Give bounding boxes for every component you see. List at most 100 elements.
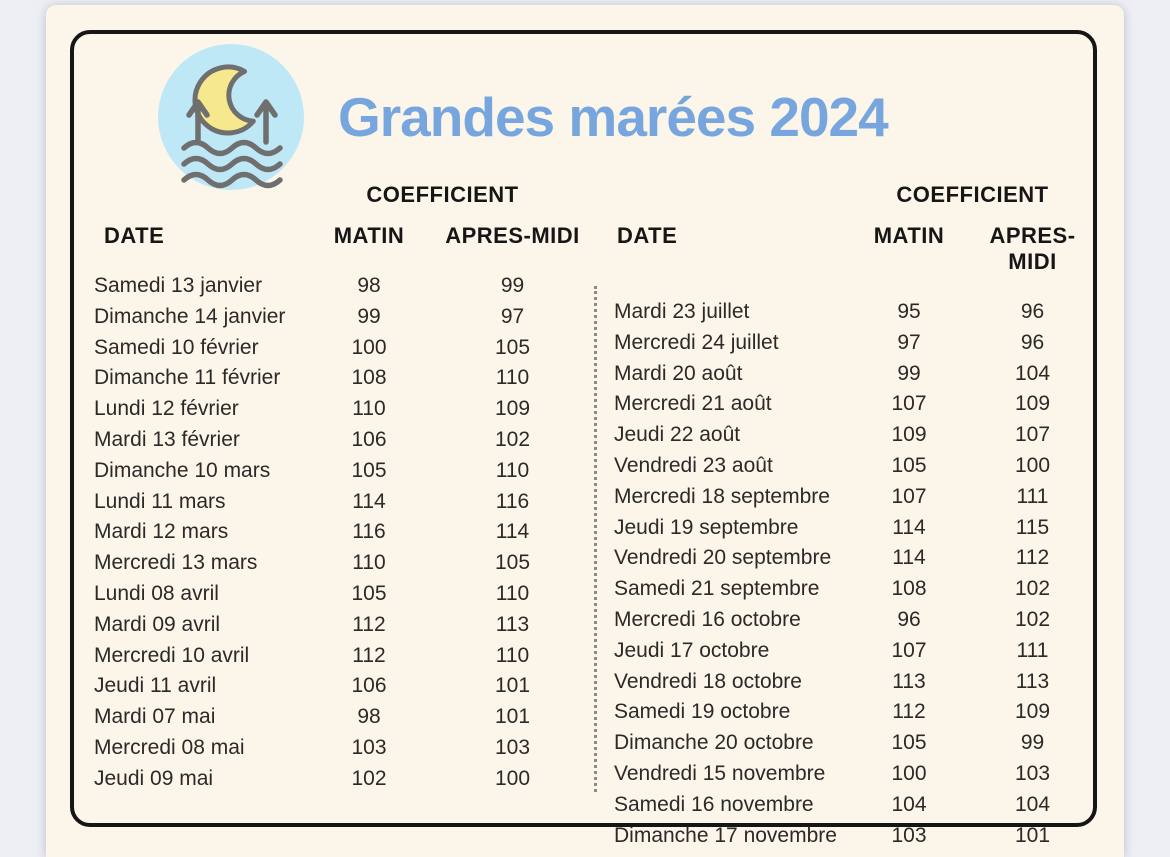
matin-coefficient-cell: 98 — [357, 705, 381, 729]
table-row: Lundi 08 avril 105 110 — [94, 579, 586, 610]
date-cell: Jeudi 17 octobre — [614, 638, 770, 662]
tide-rows-left: Samedi 13 janvier 98 99 Dimanche 14 janvier… — [94, 271, 586, 795]
table-row: Mercredi 24 juillet 97 96 — [614, 328, 1096, 359]
apres-midi-coefficient-cell: 109 — [1014, 392, 1051, 416]
date-cell: Mardi 20 août — [614, 361, 743, 385]
table-row: Mercredi 10 avril 112 110 — [94, 641, 586, 672]
apres-midi-coefficient-cell: 110 — [495, 643, 530, 667]
table-row: Samedi 10 février 100 105 — [94, 333, 586, 364]
matin-coefficient-cell: 104 — [891, 792, 927, 816]
apres-midi-coefficient-cell: 99 — [1020, 731, 1045, 755]
date-cell: Mercredi 24 juillet — [614, 330, 779, 354]
apres-midi-coefficient-cell: 103 — [1014, 761, 1051, 785]
date-cell: Jeudi 11 avril — [94, 674, 217, 698]
date-cell: Samedi 21 septembre — [614, 577, 820, 601]
apres-midi-coefficient-cell: 102 — [1014, 607, 1051, 631]
apres-midi-coefficient-cell: 110 — [495, 458, 530, 482]
column-headers-right: DATE MATIN APRES-MIDI — [614, 223, 1096, 275]
date-cell: Mardi 07 mai — [94, 705, 216, 729]
apres-midi-coefficient-cell: 111 — [1016, 484, 1049, 508]
matin-coefficient-cell: 114 — [892, 546, 926, 570]
apres-midi-coefficient-cell: 96 — [1020, 300, 1045, 323]
tide-table-right: COEFFICIENT DATE MATIN APRES-MIDI Mardi … — [614, 182, 1096, 851]
table-row: Lundi 11 mars 114 116 — [94, 487, 586, 518]
date-cell: Mercredi 08 mai — [94, 735, 245, 759]
date-cell: Mardi 12 mars — [94, 520, 229, 544]
apres-midi-coefficient-cell: 96 — [1020, 330, 1045, 354]
table-row: Jeudi 09 mai 102 100 — [94, 764, 586, 795]
matin-coefficient-cell: 99 — [357, 304, 381, 328]
date-cell: Jeudi 09 mai — [94, 766, 214, 790]
matin-coefficient-cell: 112 — [352, 643, 386, 667]
apres-midi-coefficient-cell: 105 — [494, 551, 531, 575]
matin-coefficient-cell: 97 — [897, 330, 921, 354]
tide-table-left: COEFFICIENT DATE MATIN APRES-MIDI Samedi… — [94, 182, 586, 795]
date-cell: Vendredi 15 novembre — [614, 761, 826, 785]
date-cell: Dimanche 20 octobre — [614, 731, 814, 755]
apres-midi-coefficient-cell: 109 — [1014, 700, 1051, 724]
tide-moon-icon — [156, 42, 306, 192]
header: Grandes marées 2024 — [156, 42, 889, 192]
date-column-header: DATE — [617, 223, 678, 248]
table-row: Lundi 12 février 110 109 — [94, 394, 586, 425]
table-row: Mardi 23 juillet 95 96 — [614, 297, 1096, 328]
matin-coefficient-cell: 116 — [352, 520, 386, 544]
matin-coefficient-cell: 100 — [891, 761, 927, 785]
apres-midi-coefficient-cell: 107 — [1014, 423, 1051, 447]
matin-coefficient-cell: 113 — [892, 669, 926, 693]
date-cell: Mercredi 13 mars — [94, 551, 258, 575]
matin-coefficient-cell: 114 — [352, 489, 386, 513]
matin-coefficient-cell: 108 — [891, 577, 927, 601]
page-title: Grandes marées 2024 — [338, 86, 889, 148]
apres-midi-coefficient-cell: 110 — [495, 581, 530, 605]
date-cell: Mercredi 21 août — [614, 392, 772, 416]
matin-column-header: MATIN — [873, 223, 945, 248]
table-row: Mercredi 13 mars 110 105 — [94, 548, 586, 579]
date-cell: Dimanche 17 novembre — [614, 823, 837, 847]
column-headers-left: DATE MATIN APRES-MIDI — [94, 223, 586, 249]
tide-rows-right: Mardi 23 juillet 95 96 Mercredi 24 juillet 9… — [614, 297, 1096, 851]
date-column-header: DATE — [104, 223, 165, 248]
table-row: Mardi 12 mars 116 114 — [94, 517, 586, 548]
date-cell: Dimanche 11 février — [94, 366, 281, 390]
date-cell: Mardi 09 avril — [94, 612, 221, 636]
date-cell: Vendredi 20 septembre — [614, 546, 832, 570]
coefficient-header-left: COEFFICIENT — [366, 182, 519, 207]
apres-midi-column-header: APRES-MIDI — [989, 223, 1076, 274]
apres-midi-coefficient-cell: 104 — [1014, 361, 1051, 385]
apres-midi-coefficient-cell: 99 — [500, 274, 525, 297]
apres-midi-coefficient-cell: 114 — [495, 520, 530, 544]
matin-coefficient-cell: 103 — [351, 735, 387, 759]
date-cell: Lundi 08 avril — [94, 581, 219, 605]
table-row: Vendredi 23 août 105 100 — [614, 451, 1096, 482]
date-cell: Dimanche 14 janvier — [94, 304, 286, 328]
matin-coefficient-cell: 112 — [352, 612, 386, 636]
apres-midi-coefficient-cell: 97 — [500, 304, 525, 328]
table-row: Vendredi 20 septembre 114 112 — [614, 543, 1096, 574]
date-cell: Mardi 23 juillet — [614, 300, 750, 323]
matin-coefficient-cell: 108 — [351, 366, 387, 390]
apres-midi-coefficient-cell: 100 — [1014, 453, 1051, 477]
table-row: Mardi 07 mai 98 101 — [94, 702, 586, 733]
date-cell: Samedi 16 novembre — [614, 792, 814, 816]
apres-midi-coefficient-cell: 102 — [1014, 577, 1051, 601]
apres-midi-coefficient-cell: 111 — [1016, 638, 1049, 662]
table-row: Dimanche 14 janvier 99 97 — [94, 302, 586, 333]
table-row: Vendredi 15 novembre 100 103 — [614, 759, 1096, 790]
apres-midi-coefficient-cell: 101 — [1014, 823, 1051, 847]
apres-midi-coefficient-cell: 105 — [494, 335, 531, 359]
apres-midi-coefficient-cell: 109 — [494, 397, 531, 421]
table-row: Mercredi 08 mai 103 103 — [94, 733, 586, 764]
apres-midi-coefficient-cell: 104 — [1014, 792, 1051, 816]
matin-coefficient-cell: 107 — [891, 484, 927, 508]
matin-coefficient-cell: 99 — [897, 361, 921, 385]
table-row: Mardi 20 août 99 104 — [614, 359, 1096, 390]
table-row: Vendredi 18 octobre 113 113 — [614, 667, 1096, 698]
table-row: Samedi 19 octobre 112 109 — [614, 697, 1096, 728]
date-cell: Vendredi 23 août — [614, 453, 773, 477]
matin-coefficient-cell: 103 — [891, 823, 927, 847]
poster-page: Grandes marées 2024 COEFFICIENT DATE MAT… — [46, 5, 1124, 857]
matin-coefficient-cell: 109 — [891, 423, 927, 447]
matin-coefficient-cell: 100 — [351, 335, 387, 359]
table-row: Mardi 13 février 106 102 — [94, 425, 586, 456]
